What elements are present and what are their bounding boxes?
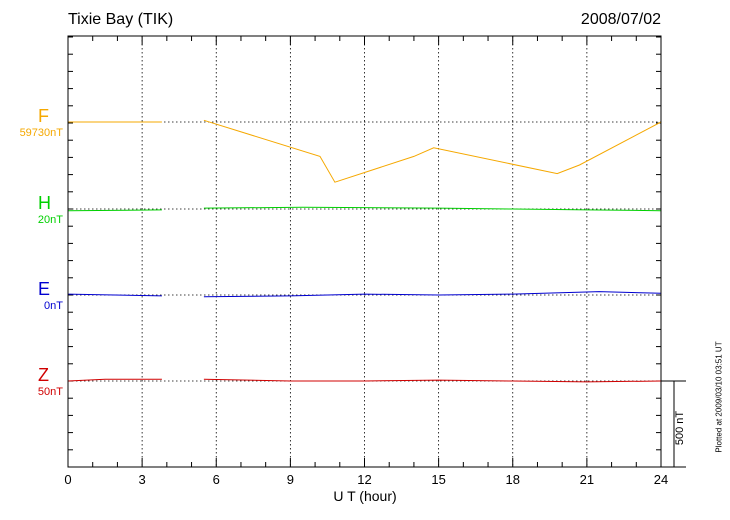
series-trace-e bbox=[67, 293, 162, 297]
series-trace-z bbox=[67, 378, 162, 382]
x-tick-label: 12 bbox=[357, 472, 372, 487]
grid bbox=[68, 36, 661, 467]
x-tick-label: 0 bbox=[64, 472, 72, 487]
x-tick-label: 6 bbox=[212, 472, 220, 487]
channel-label-z: Z bbox=[38, 365, 49, 385]
x-tick-label: 18 bbox=[505, 472, 520, 487]
channel-label-h: H bbox=[38, 193, 51, 213]
series-trace-z bbox=[203, 378, 662, 383]
channel-baseline-z: 50nT bbox=[37, 386, 63, 398]
series-trace-h bbox=[67, 209, 162, 212]
plotted-timestamp: Plotted at 2009/03/10 03:51 UT bbox=[714, 341, 724, 453]
channel-baseline-f: 59730nT bbox=[19, 127, 63, 139]
series-trace-h bbox=[203, 206, 662, 212]
x-axis-label: U T (hour) bbox=[333, 488, 397, 504]
series-trace-e bbox=[203, 291, 662, 298]
channel-label-e: E bbox=[38, 279, 51, 299]
channel-baseline-e: 0nT bbox=[44, 300, 63, 312]
date-title: 2008/07/02 bbox=[580, 11, 661, 28]
x-tick-label: 3 bbox=[138, 472, 146, 487]
plot-frame bbox=[67, 35, 662, 468]
channel-label-f: F bbox=[38, 106, 49, 126]
x-tick-label: 21 bbox=[579, 472, 595, 487]
x-tick-label: 9 bbox=[286, 472, 294, 487]
series-trace-f bbox=[203, 119, 662, 183]
station-title: Tixie Bay (TIK) bbox=[68, 11, 174, 28]
scale-bar-label: 500 nT bbox=[674, 410, 686, 446]
x-tick-label: 24 bbox=[653, 472, 669, 487]
x-tick-label: 15 bbox=[431, 472, 446, 487]
series-group bbox=[67, 119, 662, 383]
channel-baseline-h: 20nT bbox=[37, 214, 63, 226]
